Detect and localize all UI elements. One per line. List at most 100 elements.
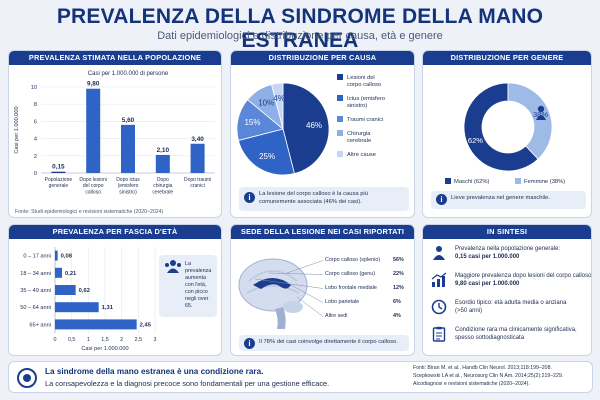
y-tick-label: 4 bbox=[34, 137, 37, 143]
age-panel: PREVALENZA PER FASCIA D'ETÀ 0 0,5 1 1,5 2 2,5… bbox=[8, 224, 222, 356]
bar bbox=[55, 285, 76, 295]
bar-value-label: 3,40 bbox=[191, 136, 204, 143]
footer-sources: Fonti: Biran M. et al., Handb Clin Neuro… bbox=[413, 364, 591, 388]
pie-slice bbox=[237, 128, 295, 176]
x-tick-label: 0,5 bbox=[68, 337, 76, 343]
x-tick-label: 1,5 bbox=[101, 337, 109, 343]
lesion-leader-lines bbox=[254, 260, 324, 317]
legend-swatch bbox=[337, 130, 343, 136]
slice-label: 4% bbox=[273, 94, 285, 103]
x-tick-label: Dopo ictus (emisfero sinistro) bbox=[116, 177, 140, 195]
clock-icon bbox=[431, 299, 447, 315]
panel-title: SEDE DELLA LESIONE NEI CASI RIPORTATI bbox=[231, 225, 414, 239]
legend-label: Chirurgia cerebrale bbox=[347, 131, 371, 144]
x-tick-label: Dopo lesioni del corpo calloso bbox=[79, 177, 107, 195]
leader-line bbox=[290, 284, 324, 303]
panel-title: PREVALENZA STIMATA NELLA POPOLAZIONE bbox=[9, 51, 221, 65]
lesion-note: i Il 78% dei casi coinvolge direttamente… bbox=[239, 335, 409, 351]
gender-note-text: Lieve prevalenza nel genere maschile. bbox=[451, 195, 550, 201]
summary-title: Prevalenza nella popolazione generale: bbox=[455, 246, 561, 252]
leader-line bbox=[254, 278, 324, 289]
female-icon bbox=[536, 105, 546, 120]
lesion-site-value: 22% bbox=[393, 271, 404, 277]
gender-note: i Lieve prevalenza nel genere maschile. bbox=[431, 191, 586, 209]
trend-up-icon bbox=[431, 272, 447, 287]
bar bbox=[155, 154, 170, 173]
gender-panel: DISTRIBUZIONE PER GENERE 62% 38% Maschi (6… bbox=[422, 50, 592, 218]
summary-body: spesso sottodiagnosticata bbox=[455, 335, 525, 341]
leader-line bbox=[268, 272, 324, 275]
lesion-panel: SEDE DELLA LESIONE NEI CASI RIPORTATI Co… bbox=[230, 224, 415, 356]
panel-title: DISTRIBUZIONE PER CAUSA bbox=[231, 51, 414, 65]
footer: La sindrome della mano estranea è una co… bbox=[8, 361, 593, 393]
legend-label: Femmine (38%) bbox=[524, 179, 565, 185]
bar bbox=[55, 302, 99, 313]
y-tick-label: 18 – 34 anni bbox=[20, 271, 51, 277]
footer-source: Fonti: Biran M. et al., Handb Clin Neuro… bbox=[413, 365, 552, 371]
y-tick-label: 35 – 49 anni bbox=[20, 288, 51, 294]
chart-subtitle: Casi per 1.000.000 di persone bbox=[88, 71, 169, 77]
clipboard-icon bbox=[432, 326, 446, 342]
y-tick-label: 0 – 17 anni bbox=[23, 254, 51, 260]
bar bbox=[51, 171, 66, 173]
bar bbox=[121, 124, 135, 173]
y-tick-label: 8 bbox=[34, 102, 37, 108]
age-callout: La prevalenza aumenta con l'età, con pic… bbox=[159, 255, 217, 317]
footer-source: Scepkowski LA et al., Neurosurg Clin N A… bbox=[413, 373, 564, 379]
legend-label: Ictus (emisfero sinistro) bbox=[347, 96, 385, 109]
gender-donut-chart: 62% 38% Maschi (62%) Femmine (38%) bbox=[445, 82, 565, 185]
panel-title: PREVALENZA PER FASCIA D'ETÀ bbox=[9, 225, 221, 239]
lesion-site-label: Lobo frontale mediale bbox=[325, 285, 377, 291]
summary-body: 0,15 casi per 1.000.000 bbox=[455, 254, 520, 260]
slice-label: 15% bbox=[244, 118, 260, 127]
x-tick-label: 3 bbox=[154, 337, 157, 343]
slice-label: 10% bbox=[258, 99, 274, 108]
x-tick-label: 0 bbox=[54, 337, 57, 343]
prevalence-panel: PREVALENZA STIMATA NELLA POPOLAZIONE Cas… bbox=[8, 50, 222, 218]
y-tick-label: 65+ anni bbox=[29, 322, 51, 328]
male-icon bbox=[486, 109, 499, 122]
lesion-site-label: Lobo parietale bbox=[325, 299, 360, 305]
x-tick-label: Dopo chirurgia cerebrale bbox=[152, 177, 173, 195]
bar-value-label: 9,80 bbox=[87, 81, 100, 88]
cause-note: i La lesione del corpo calloso è la caus… bbox=[239, 187, 409, 211]
bar bbox=[86, 88, 101, 173]
lesion-site-value: 6% bbox=[393, 299, 401, 305]
x-tick-label: 2,5 bbox=[135, 337, 143, 343]
legend-label: Altre cause bbox=[347, 152, 376, 158]
y-tick-label: 0 bbox=[34, 171, 37, 177]
cause-note-text: La lesione del corpo calloso è la causa … bbox=[259, 191, 368, 205]
bar-value-label: 0,21 bbox=[65, 271, 77, 277]
x-tick-label: 2 bbox=[120, 337, 123, 343]
legend-label: Lesioni del corpo calloso bbox=[347, 75, 381, 88]
chart-source: Fonte: Studi epidemiologici e revisioni … bbox=[15, 209, 163, 215]
leader-line bbox=[296, 296, 324, 317]
summary-body: 9,80 casi per 1.000.000 bbox=[455, 281, 520, 287]
summary-title: Esordio tipico: età adulta media o anzia… bbox=[455, 300, 567, 306]
y-tick-label: 50 – 64 anni bbox=[20, 305, 51, 311]
x-tick-label: Popolazione generale bbox=[45, 177, 73, 189]
legend-swatch bbox=[445, 178, 451, 184]
footer-headline: La sindrome della mano estranea è una co… bbox=[45, 367, 264, 376]
bar bbox=[190, 143, 205, 173]
lesion-site-value: 4% bbox=[393, 313, 401, 319]
lesion-note-text: Il 78% dei casi coinvolge direttamente i… bbox=[259, 339, 398, 345]
footer-source: Alcodiagnosi e revisioni sistematiche (2… bbox=[413, 381, 530, 387]
bar bbox=[55, 319, 137, 330]
y-axis-label: Casi per 1.000.000 bbox=[14, 106, 20, 153]
lesion-site-label: Altre sedi bbox=[325, 313, 348, 319]
bar-value-label: 1,31 bbox=[102, 305, 114, 311]
bar bbox=[55, 250, 58, 261]
cause-panel: DISTRIBUZIONE PER CAUSA 46% 25% 15% 10% 4% Le… bbox=[230, 50, 415, 218]
bar bbox=[55, 267, 62, 278]
lesion-site-value: 56% bbox=[393, 257, 404, 263]
bar-value-label: 2,45 bbox=[140, 322, 152, 328]
y-tick-label: 10 bbox=[31, 85, 37, 91]
bar-value-label: 5,60 bbox=[122, 117, 135, 124]
summary-body: (>50 anni) bbox=[455, 308, 483, 314]
lesion-site-label: Corpo calloso (splenio) bbox=[325, 257, 381, 263]
legend-label: Maschi (62%) bbox=[454, 179, 490, 185]
page-title: PREVALENZA DELLA SINDROME DELLA MANO EST… bbox=[56, 5, 544, 52]
slice-label: 25% bbox=[259, 152, 275, 161]
age-bar-chart: 0 0,5 1 1,5 2 2,5 3 0 – 17 anni 0,08 18 – 34 anni… bbox=[20, 247, 157, 352]
